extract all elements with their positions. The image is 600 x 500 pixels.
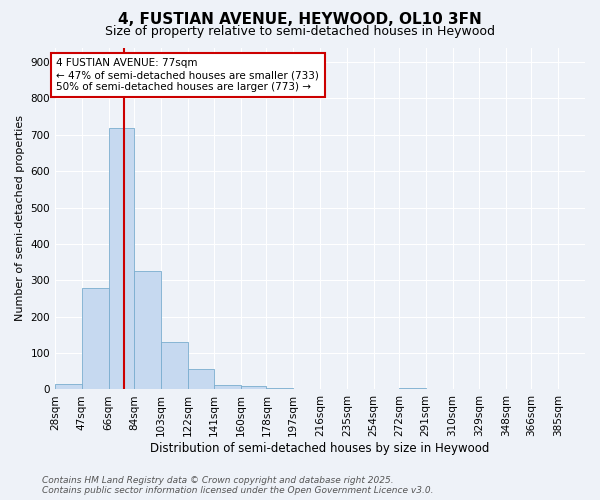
Bar (134, 271, 161, 390)
Bar (82, 288, 109, 390)
X-axis label: Distribution of semi-detached houses by size in Heywood: Distribution of semi-detached houses by … (151, 442, 490, 455)
Bar (399, 388, 426, 390)
Text: Size of property relative to semi-detached houses in Heywood: Size of property relative to semi-detach… (105, 25, 495, 38)
Bar (266, 388, 293, 390)
Bar (214, 385, 241, 390)
Bar (293, 388, 320, 390)
Text: 4 FUSTIAN AVENUE: 77sqm
← 47% of semi-detached houses are smaller (733)
50% of s: 4 FUSTIAN AVENUE: 77sqm ← 47% of semi-de… (56, 58, 319, 92)
Bar (55, 384, 82, 390)
Text: Contains HM Land Registry data © Crown copyright and database right 2025.
Contai: Contains HM Land Registry data © Crown c… (42, 476, 433, 495)
Bar (161, 342, 188, 390)
Bar (241, 386, 266, 390)
Bar (188, 370, 214, 390)
Bar (109, 128, 134, 390)
Y-axis label: Number of semi-detached properties: Number of semi-detached properties (15, 116, 25, 322)
Text: 4, FUSTIAN AVENUE, HEYWOOD, OL10 3FN: 4, FUSTIAN AVENUE, HEYWOOD, OL10 3FN (118, 12, 482, 28)
